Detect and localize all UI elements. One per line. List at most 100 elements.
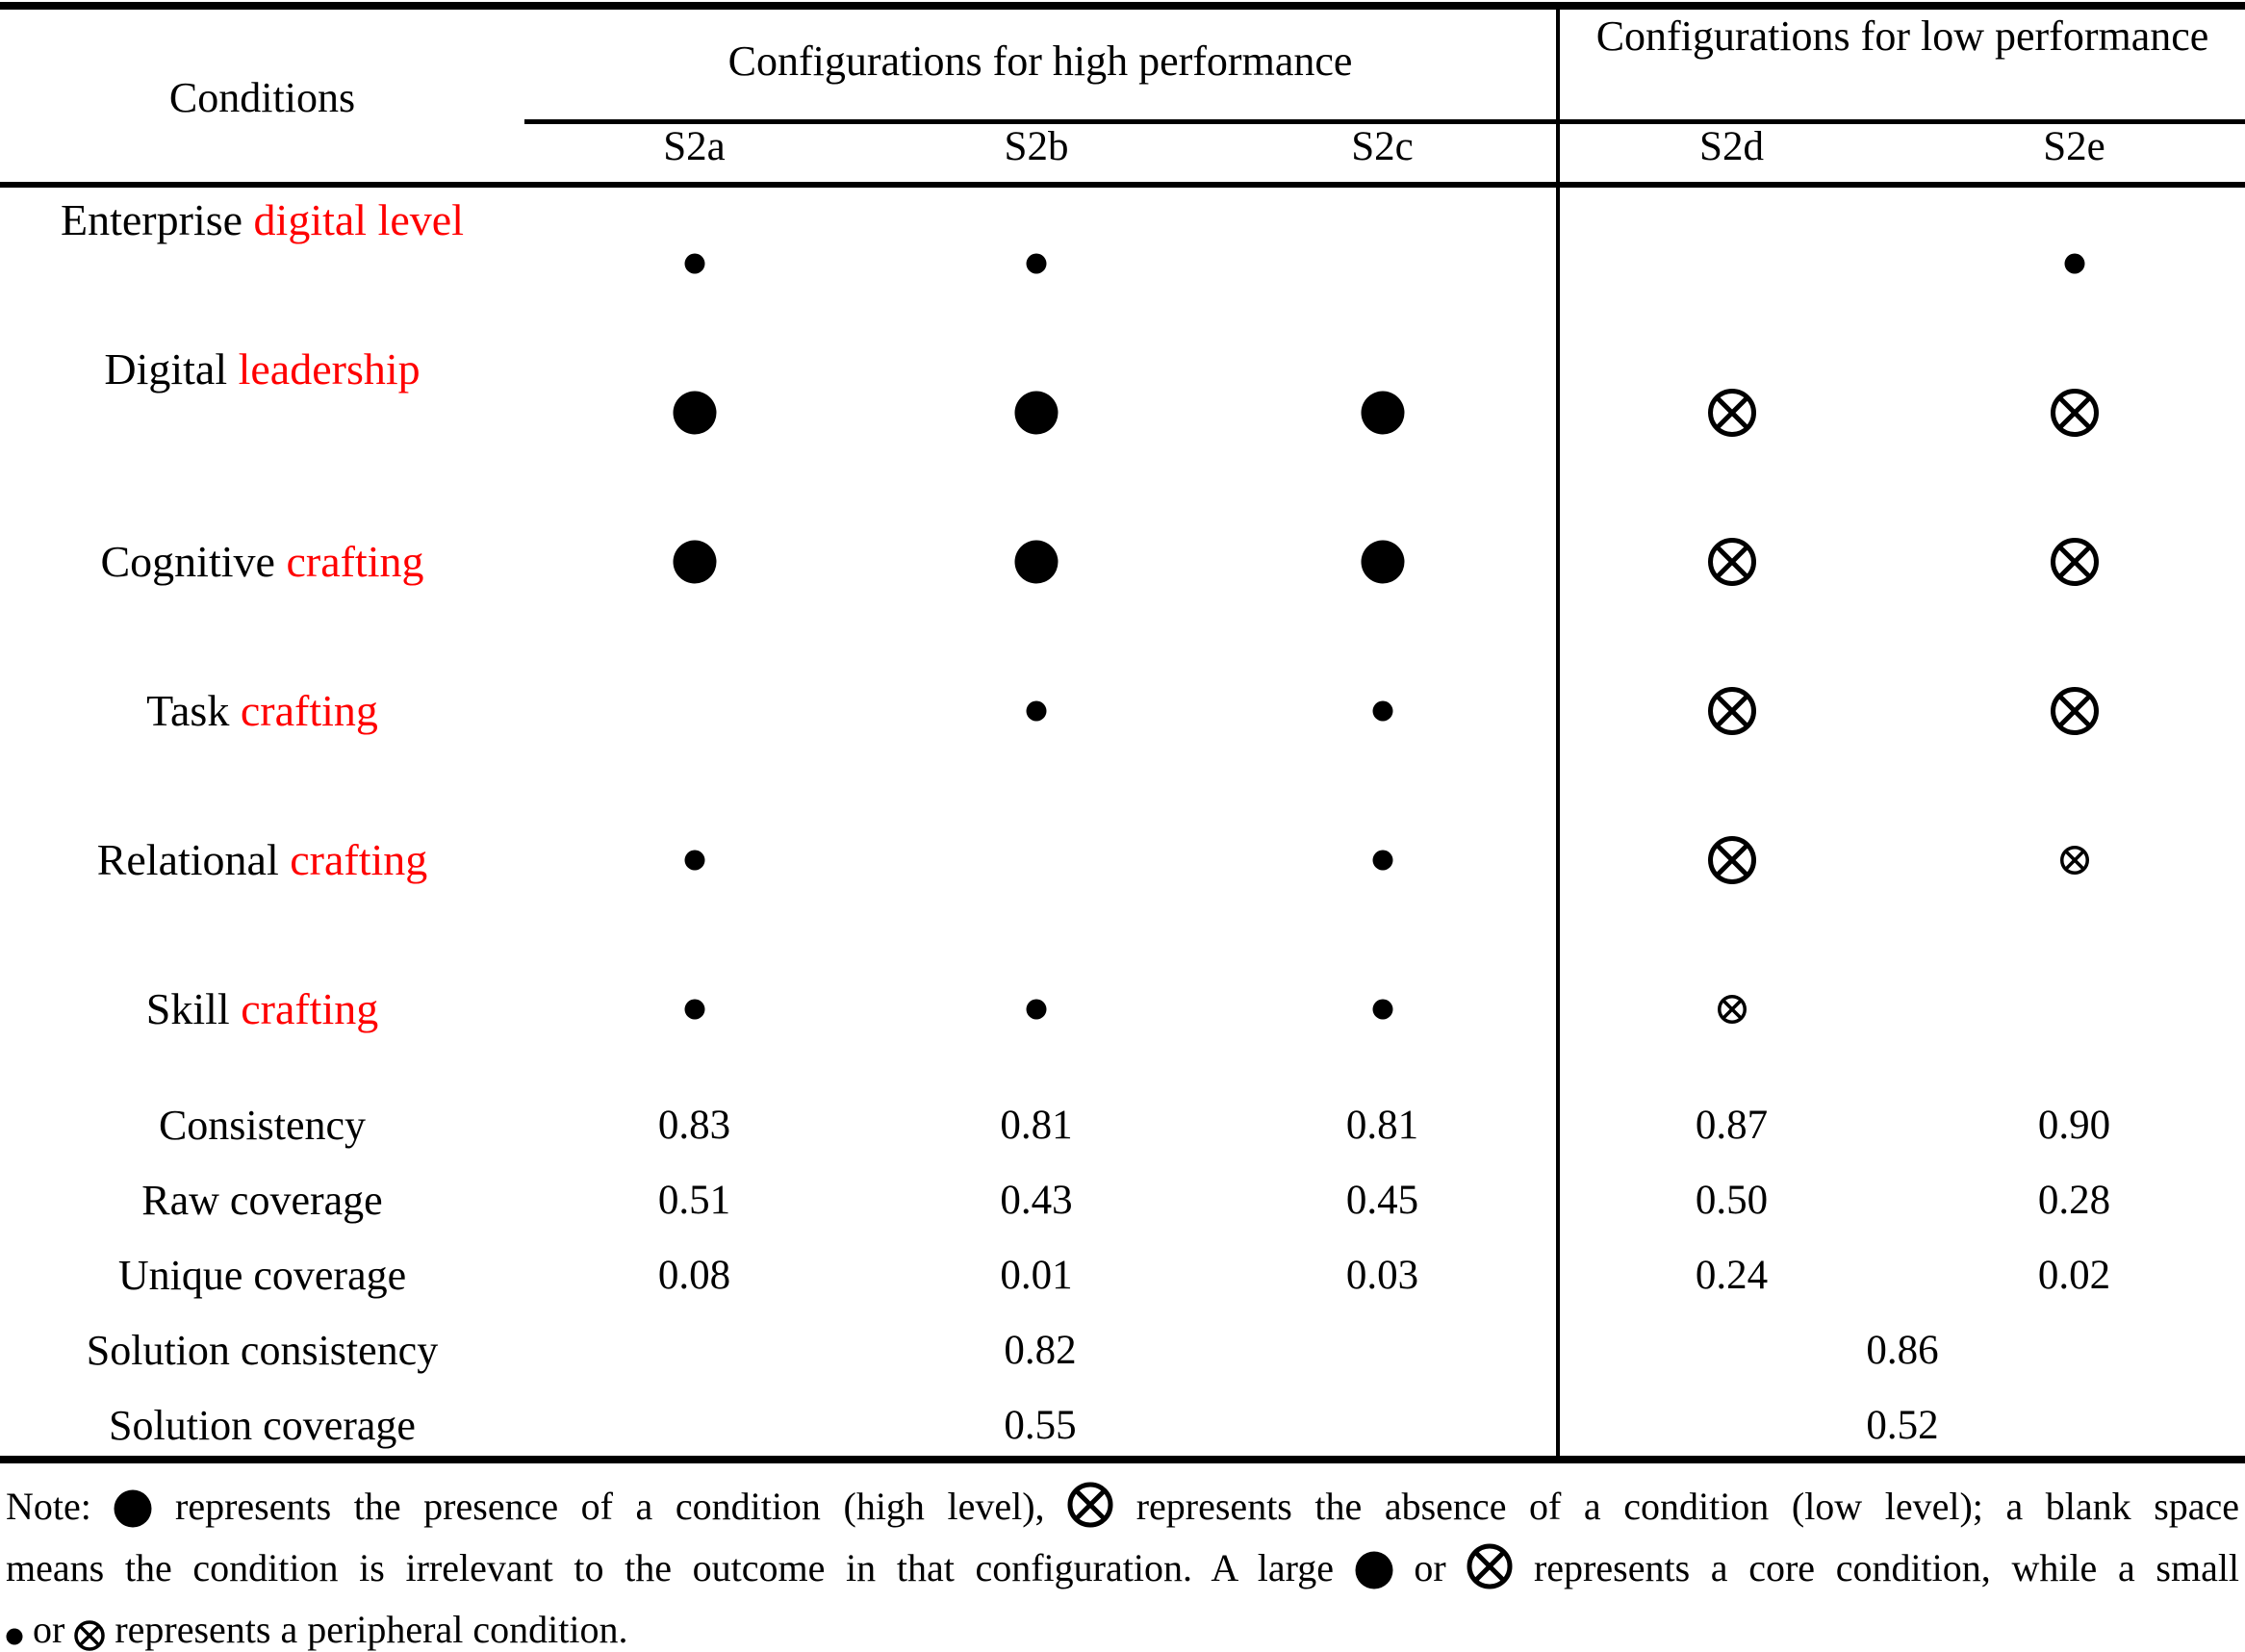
statistic-value: 0.08: [657, 1252, 731, 1298]
circled-cross-icon: [1067, 1482, 1113, 1528]
statistic-value: 0.90: [2037, 1102, 2111, 1148]
column-header-s2d: S2d: [1699, 124, 1764, 169]
peripheral-absent-symbol: [1717, 994, 1747, 1024]
note-text: means the condition is irrelevant to the…: [6, 1546, 1334, 1589]
statistic-value: 0.24: [1695, 1252, 1769, 1298]
statistics-block: Consistency 0.83 0.81 0.81 0.87 0.90 Raw cover…: [0, 1083, 2245, 1462]
statistic-value: 0.02: [2037, 1252, 2111, 1298]
condition-label: Digital leadership: [104, 343, 420, 394]
small-filled-circle-icon: [6, 1628, 23, 1645]
core-absent-symbol: [1707, 835, 1756, 884]
high-performance-group-header: Configurations for high performance: [727, 38, 1353, 85]
solution-row: Solution consistency 0.82 0.86: [0, 1312, 2245, 1387]
symbol-cell: [1560, 934, 1903, 1083]
filled-circle-icon: [1355, 1551, 1393, 1589]
symbol-cell: [524, 785, 864, 934]
symbol-cell: [1209, 189, 1556, 338]
symbol-cell: [1209, 338, 1556, 487]
condition-row: Skill crafting: [0, 934, 2245, 1083]
symbol-cell: [1560, 636, 1903, 785]
table-note: Note: represents the presence of a condi…: [6, 1476, 2239, 1652]
symbol-cell: [1560, 338, 1903, 487]
symbol-cell: [524, 487, 864, 636]
statistic-row: Consistency 0.83 0.81 0.81 0.87 0.90: [0, 1087, 2245, 1162]
symbol-cell: [524, 189, 864, 338]
table-bottom-border: [0, 1456, 2245, 1463]
column-header-s2e: S2e: [2043, 124, 2105, 169]
statistic-value: 0.03: [1345, 1252, 1419, 1298]
condition-label-black: Digital: [104, 344, 228, 394]
statistic-label: Consistency: [158, 1101, 367, 1149]
statistic-value: 0.50: [1695, 1177, 1769, 1223]
solution-value-high: 0.82: [1004, 1327, 1077, 1373]
symbol-cell: [1903, 338, 2245, 487]
statistic-value: 0.51: [657, 1177, 731, 1223]
peripheral-present-symbol: [1372, 700, 1392, 721]
statistic-value: 0.83: [657, 1102, 731, 1148]
solution-label: Solution coverage: [109, 1401, 416, 1449]
core-absent-symbol: [1707, 537, 1756, 586]
peripheral-present-symbol: [1026, 999, 1047, 1019]
peripheral-present-symbol: [684, 999, 704, 1019]
peripheral-present-symbol: [684, 253, 704, 273]
table-body: Enterprise digital level Digital leadersh…: [0, 189, 2245, 1462]
core-present-symbol: [673, 540, 716, 583]
condition-row: Relational crafting: [0, 785, 2245, 934]
symbol-cell: [1560, 785, 1903, 934]
group-header-underline: [524, 119, 2245, 124]
symbol-cell: [864, 338, 1209, 487]
peripheral-present-symbol: [1026, 253, 1047, 273]
condition-row: Enterprise digital level: [0, 189, 2245, 338]
solution-label: Solution consistency: [86, 1326, 439, 1374]
statistic-value: 0.81: [1345, 1102, 1419, 1148]
peripheral-absent-symbol: [2059, 845, 2089, 875]
symbol-cell: [1560, 189, 1903, 338]
note-text: or: [1414, 1546, 1446, 1589]
symbol-cell: [1209, 934, 1556, 1083]
condition-label: Cognitive crafting: [101, 536, 424, 587]
condition-label-red: crafting: [286, 537, 424, 586]
table-top-border: [0, 2, 2245, 10]
condition-label-red: crafting: [240, 686, 378, 735]
statistic-value: 0.81: [1000, 1102, 1073, 1148]
condition-label: Task crafting: [146, 685, 378, 736]
condition-label-red: crafting: [290, 835, 428, 884]
statistic-row: Unique coverage 0.08 0.01 0.03 0.24 0.02: [0, 1237, 2245, 1312]
column-header-s2b: S2b: [1004, 124, 1069, 169]
condition-label-black: Task: [146, 686, 230, 735]
peripheral-present-symbol: [1026, 700, 1047, 721]
solution-value-high: 0.55: [1004, 1402, 1077, 1448]
note-text: represents a peripheral condition.: [115, 1608, 628, 1651]
symbol-cell: [864, 934, 1209, 1083]
symbol-cell: [1903, 934, 2245, 1083]
symbol-cell: [1209, 487, 1556, 636]
symbol-cell: [864, 189, 1209, 338]
filled-circle-icon: [114, 1489, 152, 1528]
core-present-symbol: [1014, 540, 1059, 583]
core-absent-symbol: [2050, 686, 2099, 735]
condition-label-black: Relational: [96, 835, 279, 884]
peripheral-present-symbol: [2064, 253, 2084, 273]
note-text: represents the presence of a condition (…: [175, 1485, 1045, 1528]
condition-label: Skill crafting: [146, 983, 378, 1034]
column-header-s2a: S2a: [663, 124, 726, 169]
small-circled-cross-icon: [74, 1620, 106, 1651]
note-line-1: Note: represents the presence of a condi…: [6, 1476, 2239, 1538]
core-absent-symbol: [1707, 686, 1756, 735]
core-present-symbol: [1014, 391, 1059, 434]
symbol-cell: [1209, 636, 1556, 785]
note-line-2: means the condition is irrelevant to the…: [6, 1538, 2239, 1599]
statistic-value: 0.43: [1000, 1177, 1073, 1223]
symbol-cell: [1903, 487, 2245, 636]
note-line-3: or represents a peripheral condition.: [6, 1599, 2239, 1652]
core-absent-symbol: [1707, 388, 1756, 437]
note-text: represents a core condition, while a sma…: [1533, 1546, 2240, 1589]
condition-label: Relational crafting: [97, 834, 428, 885]
statistic-value: 0.01: [1000, 1252, 1073, 1298]
note-text: Note:: [6, 1485, 91, 1528]
symbol-cell: [1209, 785, 1556, 934]
statistic-value: 0.45: [1345, 1177, 1419, 1223]
header-underline: [0, 182, 2245, 188]
core-present-symbol: [673, 391, 716, 434]
symbol-cell: [1560, 487, 1903, 636]
